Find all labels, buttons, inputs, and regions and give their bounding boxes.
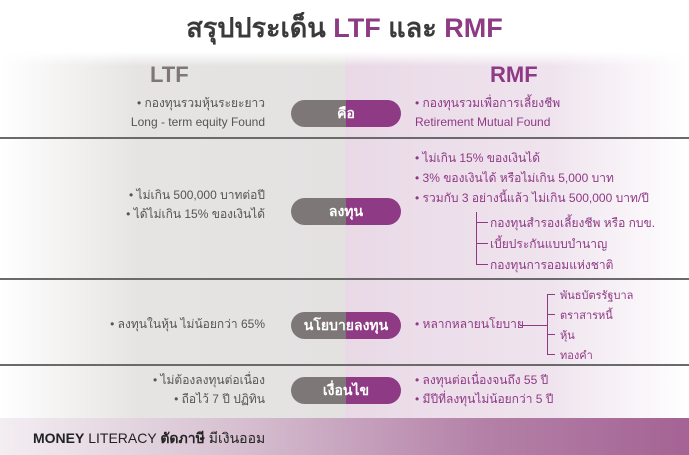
- ltf-policy: • ลงทุนในหุ้น ไม่น้อยกว่า 65%: [110, 317, 265, 331]
- tree-tick: [547, 354, 555, 355]
- rmf-investment: • ไม่เกิน 15% ของเงินได้ • 3% ของเงินได้…: [415, 148, 649, 208]
- ltf-header: LTF: [150, 62, 189, 87]
- pill-policy: นโยบายลงทุน: [291, 312, 401, 339]
- policy-item: หุ้น: [560, 330, 575, 342]
- ltf-def-line: • กองทุนรวมหุ้นระยะยาว: [136, 96, 265, 110]
- rmf-policy: • หลากหลายนโยบาย: [415, 317, 524, 331]
- tree-tick: [476, 243, 488, 244]
- tree-line: [547, 294, 548, 354]
- footer-literacy: LITERACY: [88, 430, 157, 446]
- ltf-definition: • กองทุนรวมหุ้นระยะยาว Long - term equit…: [131, 94, 265, 132]
- pill-conditions: เงื่อนไข: [291, 377, 401, 404]
- rmf-def-line: Retirement Mutual Found: [415, 115, 551, 129]
- row-divider: [0, 364, 689, 366]
- pill-definition: คือ: [291, 100, 401, 127]
- ltf-investment: • ไม่เกิน 500,000 บาทต่อปี • ได้ไม่เกิน …: [126, 186, 265, 224]
- rmf-conditions: • ลงทุนต่อเนื่องจนถึง 55 ปี • มีปีที่ลงท…: [415, 371, 553, 409]
- ltf-inv-line: • ไม่เกิน 500,000 บาทต่อปี: [129, 188, 265, 202]
- tree-tick: [547, 334, 555, 335]
- rmf-cond-line: • ลงทุนต่อเนื่องจนถึง 55 ปี: [415, 373, 549, 387]
- rmf-def-line: • กองทุนรวมเพื่อการเลี้ยงชีพ: [415, 96, 561, 110]
- ltf-column-bg: [0, 52, 345, 418]
- ltf-cond-line: • ถือไว้ 7 ปี ปฏิทิน: [174, 392, 265, 406]
- title-text: สรุปประเด็น: [186, 13, 326, 43]
- title-ltf: LTF: [333, 13, 381, 43]
- page-title: สรุปประเด็น LTF และ RMF: [0, 6, 689, 49]
- footer-brand: MONEY LITERACY ตัดภาษี มีเงินออม: [33, 428, 265, 450]
- footer-brand-thai: ตัดภาษี: [160, 430, 205, 446]
- rmf-sub-item: กองทุนการออมแห่งชาติ: [490, 258, 614, 272]
- row-divider: [0, 137, 689, 139]
- pill-investment: ลงทุน: [291, 198, 401, 225]
- rmf-header: RMF: [490, 62, 538, 87]
- tree-tick: [476, 264, 488, 265]
- panel-fade: [0, 52, 689, 66]
- title-rmf: RMF: [444, 13, 503, 43]
- rmf-definition: • กองทุนรวมเพื่อการเลี้ยงชีพ Retirement …: [415, 94, 560, 132]
- tree-tick: [520, 325, 547, 326]
- ltf-cond-line: • ไม่ต้องลงทุนต่อเนื่อง: [152, 373, 265, 387]
- footer-banner: MONEY LITERACY ตัดภาษี มีเงินออม: [0, 418, 689, 455]
- rmf-column-bg: [345, 52, 689, 418]
- policy-item: ทองคำ: [560, 350, 593, 362]
- ltf-inv-line: • ได้ไม่เกิน 15% ของเงินได้: [126, 207, 265, 221]
- rmf-cond-line: • มีปีที่ลงทุนไม่น้อยกว่า 5 ปี: [415, 392, 554, 406]
- policy-item: พันธบัตรรัฐบาล: [560, 290, 634, 302]
- policy-item: ตราสารหนี้: [560, 310, 613, 322]
- title-and: และ: [388, 13, 437, 43]
- footer-money: MONEY: [33, 430, 85, 446]
- tree-tick: [547, 294, 555, 295]
- comparison-panel: LTF RMF คือ • กองทุนรวมหุ้นระยะยาว Long …: [0, 52, 689, 418]
- tree-line: [476, 212, 477, 264]
- tree-tick: [476, 222, 488, 223]
- rmf-sub-item: เบี้ยประกันแบบบำนาญ: [490, 237, 608, 251]
- row-divider: [0, 278, 689, 280]
- rmf-inv-line: • รวมกับ 3 อย่างนี้แล้ว ไม่เกิน 500,000 …: [415, 191, 649, 205]
- ltf-def-line: Long - term equity Found: [130, 115, 265, 129]
- rmf-inv-line: • 3% ของเงินได้ หรือไม่เกิน 5,000 บาท: [415, 171, 614, 185]
- rmf-sub-item: กองทุนสำรองเลี้ยงชีพ หรือ กบข.: [490, 216, 656, 230]
- footer-slogan: มีเงินออม: [208, 430, 266, 446]
- rmf-inv-line: • ไม่เกิน 15% ของเงินได้: [415, 151, 540, 165]
- tree-tick: [547, 314, 555, 315]
- ltf-conditions: • ไม่ต้องลงทุนต่อเนื่อง • ถือไว้ 7 ปี ปฏ…: [153, 371, 265, 409]
